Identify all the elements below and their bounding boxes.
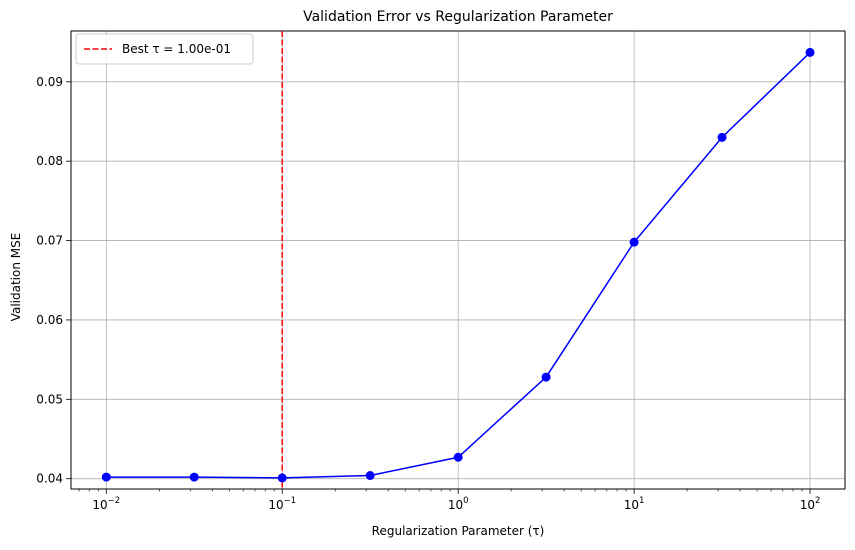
legend: Best τ = 1.00e-01 — [75, 33, 254, 65]
x-tick-label: 10−2 — [92, 496, 120, 512]
x-tick-label: 101 — [624, 496, 645, 512]
x-axis-label: Regularization Parameter (τ) — [372, 524, 545, 538]
data-point — [453, 452, 463, 462]
data-point — [717, 132, 727, 142]
data-point — [277, 473, 287, 483]
y-tick-label: 0.06 — [36, 313, 63, 327]
data-point — [541, 372, 551, 382]
y-axis-ticks: 0.04 0.05 0.06 0.07 0.08 0.09 — [36, 75, 71, 486]
series-group — [101, 47, 815, 483]
grid — [71, 31, 845, 489]
data-point — [805, 47, 815, 57]
data-point — [365, 471, 375, 481]
legend-box — [75, 33, 254, 65]
y-axis-label: Validation MSE — [9, 233, 23, 322]
y-tick-label: 0.07 — [36, 234, 63, 248]
legend-label-best-tau: Best τ = 1.00e-01 — [122, 42, 231, 56]
y-tick-label: 0.05 — [36, 392, 63, 406]
x-tick-label: 100 — [448, 496, 469, 512]
data-point — [189, 472, 199, 482]
data-point — [101, 472, 111, 482]
y-tick-label: 0.08 — [36, 154, 63, 168]
y-tick-label: 0.04 — [36, 472, 63, 486]
y-tick-label: 0.09 — [36, 75, 63, 89]
data-point — [629, 237, 639, 247]
x-tick-label: 10−1 — [268, 496, 296, 512]
chart-title: Validation Error vs Regularization Param… — [303, 9, 613, 25]
x-axis-ticks: 10−2 10−1 100 101 102 — [78, 489, 821, 512]
x-tick-label: 102 — [800, 496, 821, 512]
